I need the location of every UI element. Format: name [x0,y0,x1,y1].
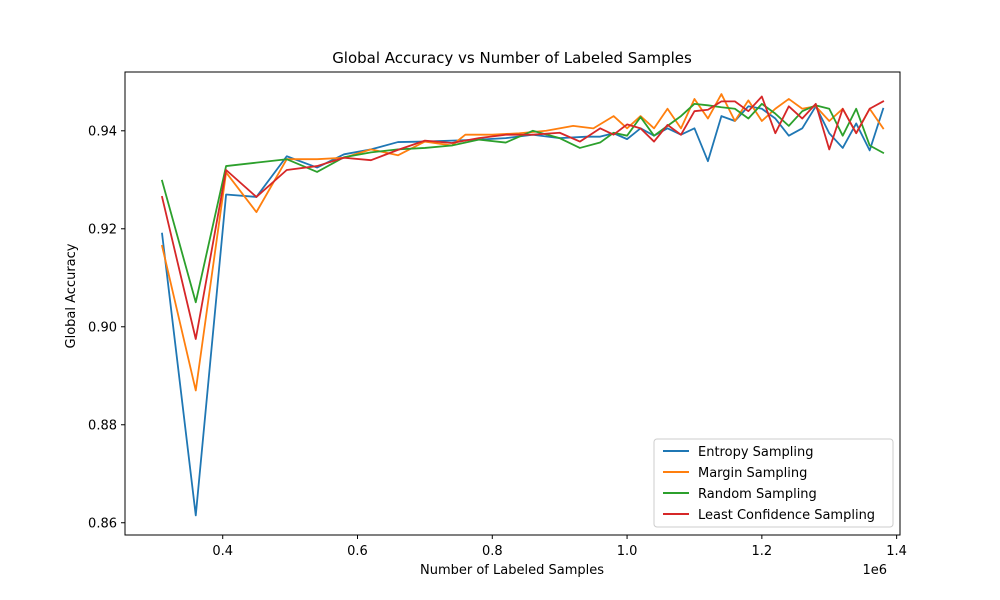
x-tick-label: 0.8 [482,544,503,559]
y-tick-label: 0.88 [88,418,117,433]
y-tick-label: 0.90 [88,320,117,335]
x-tick-label: 0.4 [212,544,233,559]
y-tick-label: 0.92 [88,222,117,237]
y-tick-label: 0.86 [88,516,117,531]
plot-area: 0.4 0.6 0.8 1.0 1.2 1.4 0.86 0.88 0.90 0.92 0.94 [88,71,907,559]
series-line-3 [160,95,885,340]
legend-box [653,438,894,528]
x-tick-label: 1.0 [617,544,638,559]
series-lines [160,93,885,517]
x-tick-label: 0.6 [347,544,368,559]
y-tick-label: 0.94 [88,124,117,139]
x-tick-label: 1.2 [752,544,773,559]
legend-label-3: Least Confidence Sampling [698,508,875,523]
legend-label-2: Random Sampling [698,487,817,502]
y-axis-ticks: 0.86 0.88 0.90 0.92 0.94 [88,124,125,531]
series-line-0 [161,105,885,517]
x-axis-offset-label: 1e6 [862,563,887,578]
axes-frame [124,71,901,536]
x-axis-ticks: 0.4 0.6 0.8 1.0 1.2 1.4 [212,535,907,559]
y-axis-label: Global Accuracy [64,243,79,348]
chart-title: Global Accuracy vs Number of Labeled Sam… [332,49,692,67]
legend-label-0: Entropy Sampling [698,445,814,460]
x-tick-label: 1.4 [886,544,907,559]
x-axis-label: Number of Labeled Samples [420,563,604,578]
legend-label-1: Margin Sampling [698,466,807,481]
legend: Entropy Sampling Margin Sampling Random Sa… [653,438,894,528]
